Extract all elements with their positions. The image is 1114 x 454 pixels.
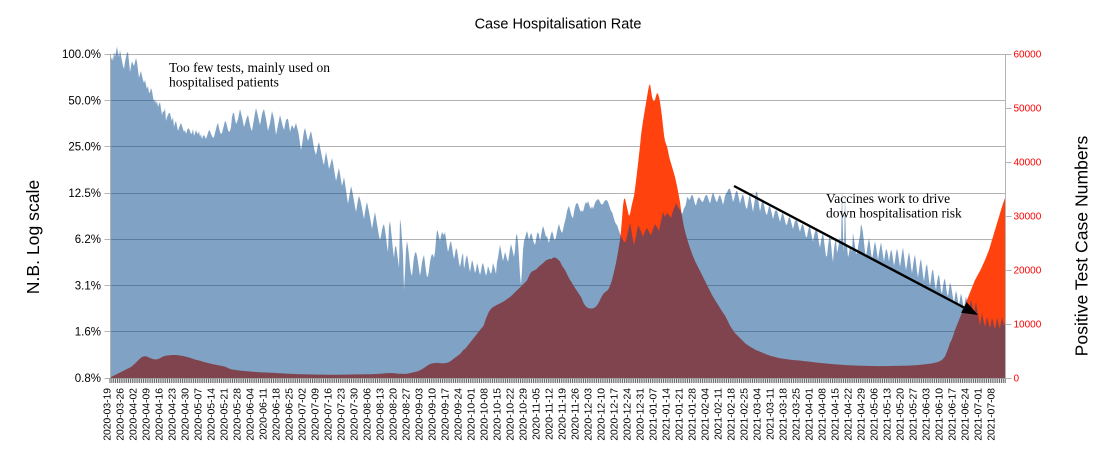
svg-text:2021-01-14: 2021-01-14 <box>662 388 673 441</box>
svg-text:2020-09-03: 2020-09-03 <box>415 388 426 441</box>
svg-text:2021-01-28: 2021-01-28 <box>688 388 699 441</box>
svg-text:2021-02-18: 2021-02-18 <box>727 388 738 441</box>
svg-text:2020-05-14: 2020-05-14 <box>207 388 218 441</box>
svg-text:40000: 40000 <box>1014 158 1042 169</box>
svg-text:hospitalised patients: hospitalised patients <box>169 75 279 90</box>
svg-text:2020-12-10: 2020-12-10 <box>597 388 608 441</box>
svg-text:2020-11-26: 2020-11-26 <box>571 388 582 440</box>
svg-text:2020-08-13: 2020-08-13 <box>376 388 387 441</box>
svg-text:2020-12-24: 2020-12-24 <box>623 388 634 441</box>
svg-text:2021-01-07: 2021-01-07 <box>649 388 660 441</box>
svg-text:2020-03-26: 2020-03-26 <box>116 388 127 441</box>
svg-text:1.6%: 1.6% <box>75 327 101 339</box>
svg-text:2021-05-06: 2021-05-06 <box>870 388 881 441</box>
svg-text:2021-03-18: 2021-03-18 <box>779 388 790 441</box>
svg-text:2020-06-18: 2020-06-18 <box>272 388 283 441</box>
svg-text:2020-08-06: 2020-08-06 <box>363 388 374 441</box>
svg-text:2021-07-01: 2021-07-01 <box>974 388 985 441</box>
svg-text:2020-12-03: 2020-12-03 <box>584 388 595 441</box>
svg-text:2020-05-21: 2020-05-21 <box>220 388 231 441</box>
svg-text:2021-03-25: 2021-03-25 <box>792 388 803 441</box>
svg-text:2020-09-24: 2020-09-24 <box>454 388 465 441</box>
svg-text:2021-02-04: 2021-02-04 <box>701 388 712 441</box>
svg-text:2021-03-04: 2021-03-04 <box>753 388 764 441</box>
svg-text:2021-05-27: 2021-05-27 <box>909 388 920 441</box>
svg-text:2020-04-23: 2020-04-23 <box>168 388 179 441</box>
svg-text:2020-08-27: 2020-08-27 <box>402 388 413 441</box>
svg-text:N.B. Log scale: N.B. Log scale <box>23 180 43 294</box>
svg-text:2020-09-17: 2020-09-17 <box>441 388 452 441</box>
svg-text:2020-04-02: 2020-04-02 <box>129 388 140 441</box>
svg-text:2020-07-16: 2020-07-16 <box>324 388 335 441</box>
svg-text:2020-05-28: 2020-05-28 <box>233 388 244 441</box>
svg-text:50.0%: 50.0% <box>68 95 101 107</box>
svg-text:30000: 30000 <box>1014 212 1042 223</box>
svg-text:100.0%: 100.0% <box>62 49 101 61</box>
svg-text:0: 0 <box>1014 374 1020 385</box>
svg-text:Too few tests, mainly used on: Too few tests, mainly used on <box>169 60 330 75</box>
svg-text:2021-05-20: 2021-05-20 <box>896 388 907 441</box>
svg-text:60000: 60000 <box>1014 50 1042 61</box>
svg-text:2021-04-22: 2021-04-22 <box>844 388 855 441</box>
svg-text:2020-11-12: 2020-11-12 <box>545 388 556 440</box>
svg-text:down hospitalisation risk: down hospitalisation risk <box>826 206 962 221</box>
svg-text:0.8%: 0.8% <box>75 373 101 385</box>
svg-text:2020-06-11: 2020-06-11 <box>259 388 270 440</box>
svg-text:2020-06-25: 2020-06-25 <box>285 388 296 441</box>
svg-text:2021-04-08: 2021-04-08 <box>818 388 829 441</box>
svg-text:2020-06-04: 2020-06-04 <box>246 388 257 441</box>
svg-text:2020-07-23: 2020-07-23 <box>337 388 348 441</box>
svg-text:2021-03-11: 2021-03-11 <box>766 388 777 440</box>
svg-text:2021-02-11: 2021-02-11 <box>714 388 725 440</box>
svg-text:12.5%: 12.5% <box>68 188 101 200</box>
svg-text:2021-06-10: 2021-06-10 <box>935 388 946 441</box>
svg-text:2020-11-05: 2020-11-05 <box>532 388 543 440</box>
svg-text:20000: 20000 <box>1014 266 1042 277</box>
svg-text:2020-11-19: 2020-11-19 <box>558 388 569 440</box>
svg-text:2021-01-21: 2021-01-21 <box>675 388 686 441</box>
svg-text:2021-04-29: 2021-04-29 <box>857 388 868 441</box>
svg-text:6.2%: 6.2% <box>75 234 101 246</box>
svg-text:2020-10-08: 2020-10-08 <box>480 388 491 441</box>
svg-text:2020-07-30: 2020-07-30 <box>350 388 361 441</box>
svg-text:2020-05-07: 2020-05-07 <box>194 388 205 441</box>
svg-text:50000: 50000 <box>1014 104 1042 115</box>
svg-text:2020-10-29: 2020-10-29 <box>519 388 530 441</box>
svg-text:2020-04-16: 2020-04-16 <box>155 388 166 441</box>
svg-text:2020-08-20: 2020-08-20 <box>389 388 400 441</box>
svg-text:2020-07-02: 2020-07-02 <box>298 388 309 441</box>
svg-text:2021-05-13: 2021-05-13 <box>883 388 894 441</box>
svg-text:2020-07-09: 2020-07-09 <box>311 388 322 441</box>
svg-text:2020-10-01: 2020-10-01 <box>467 388 478 441</box>
svg-text:2021-04-15: 2021-04-15 <box>831 388 842 441</box>
svg-text:Positive Test Case Numbers: Positive Test Case Numbers <box>1072 135 1092 356</box>
svg-text:2020-12-31: 2020-12-31 <box>636 388 647 441</box>
svg-text:2020-04-09: 2020-04-09 <box>142 388 153 441</box>
svg-text:2021-06-24: 2021-06-24 <box>961 388 972 441</box>
svg-text:3.1%: 3.1% <box>75 280 101 292</box>
svg-text:2020-10-22: 2020-10-22 <box>506 388 517 441</box>
svg-text:2021-02-25: 2021-02-25 <box>740 388 751 441</box>
svg-text:Vaccines work to drive: Vaccines work to drive <box>826 191 950 206</box>
svg-text:2021-04-01: 2021-04-01 <box>805 388 816 441</box>
svg-text:Case Hospitalisation Rate: Case Hospitalisation Rate <box>475 17 642 33</box>
svg-text:2021-07-08: 2021-07-08 <box>987 388 998 441</box>
svg-text:10000: 10000 <box>1014 320 1042 331</box>
svg-text:2020-09-10: 2020-09-10 <box>428 388 439 441</box>
svg-text:2020-10-15: 2020-10-15 <box>493 388 504 441</box>
svg-text:2021-06-03: 2021-06-03 <box>922 388 933 441</box>
svg-text:2020-04-30: 2020-04-30 <box>181 388 192 441</box>
svg-text:2020-12-17: 2020-12-17 <box>610 388 621 441</box>
svg-text:2020-03-19: 2020-03-19 <box>103 388 114 441</box>
svg-text:2021-06-17: 2021-06-17 <box>948 388 959 441</box>
svg-text:25.0%: 25.0% <box>68 142 101 154</box>
